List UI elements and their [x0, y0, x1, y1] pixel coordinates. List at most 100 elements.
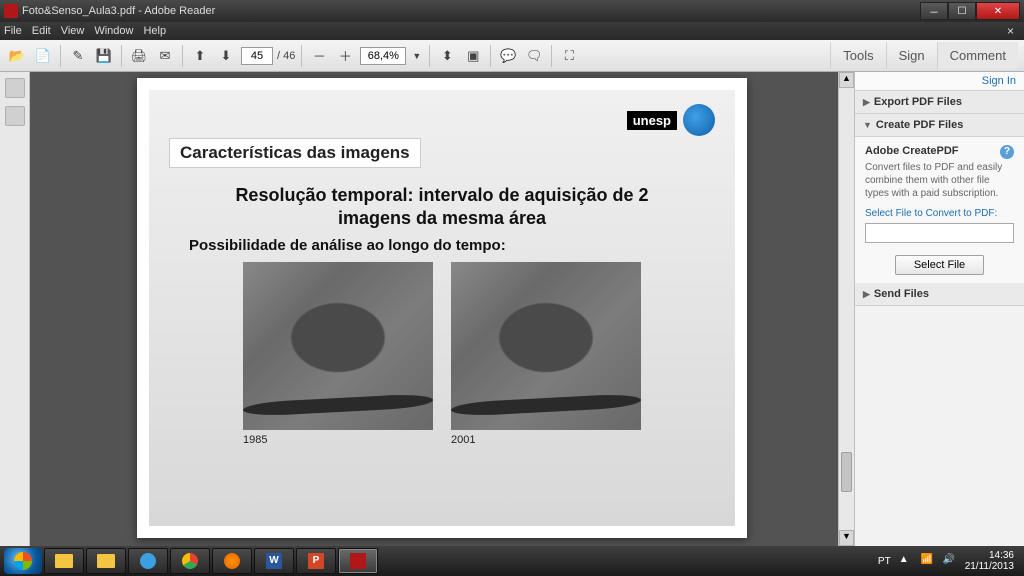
- comment-icon[interactable]: 💬: [497, 45, 519, 67]
- tray-lang[interactable]: PT: [878, 556, 891, 567]
- select-file-button[interactable]: Select File: [895, 255, 984, 275]
- read-mode-icon[interactable]: ⛶: [558, 45, 580, 67]
- unesp-logo-text: unesp: [627, 111, 677, 130]
- folder-icon: [97, 554, 115, 568]
- folder-icon: [55, 554, 73, 568]
- comment-panel-button[interactable]: Comment: [937, 42, 1018, 69]
- create-pdf-body: Adobe CreatePDF ? Convert files to PDF a…: [855, 137, 1024, 283]
- image-left-col: 1985: [243, 262, 433, 446]
- file-path-input[interactable]: [865, 223, 1014, 243]
- maximize-button[interactable]: ☐: [948, 2, 976, 20]
- year-label-left: 1985: [243, 434, 267, 446]
- window-title: Foto&Senso_Aula3.pdf - Adobe Reader: [22, 5, 920, 17]
- attachments-icon[interactable]: [5, 106, 25, 126]
- tray-network-icon[interactable]: 📶: [921, 554, 935, 568]
- taskbar-word[interactable]: W: [254, 548, 294, 574]
- page-number-input[interactable]: [241, 47, 273, 65]
- windows-taskbar: W P PT ▲ 📶 🔊 14:36 21/11/2013: [0, 546, 1024, 576]
- highlight-icon[interactable]: 🗨: [523, 45, 545, 67]
- year-label-right: 2001: [451, 434, 475, 446]
- menu-window[interactable]: Window: [94, 25, 133, 37]
- chrome-icon: [182, 553, 198, 569]
- create-pdf-title: Adobe CreatePDF: [865, 145, 959, 159]
- page-total-label: / 46: [277, 50, 295, 62]
- tray-clock[interactable]: 14:36 21/11/2013: [965, 550, 1014, 572]
- export-pdf-label: Export PDF Files: [874, 96, 962, 108]
- word-icon: W: [266, 553, 282, 569]
- taskbar-explorer[interactable]: [44, 548, 84, 574]
- logo-row: unesp: [169, 104, 715, 136]
- export-pdf-accordion[interactable]: ▶ Export PDF Files: [855, 91, 1024, 114]
- slide-content: unesp Características das imagens Resolu…: [149, 90, 735, 526]
- create-pdf-icon[interactable]: 📄: [32, 45, 54, 67]
- menu-edit[interactable]: Edit: [32, 25, 51, 37]
- fit-page-icon[interactable]: ▣: [462, 45, 484, 67]
- page-down-icon[interactable]: ⬇: [215, 45, 237, 67]
- tray-date: 21/11/2013: [965, 561, 1014, 572]
- zoom-in-icon[interactable]: ＋: [334, 45, 356, 67]
- ie-icon: [140, 553, 156, 569]
- tray-flag-icon[interactable]: ▲: [899, 554, 913, 568]
- sign-panel-button[interactable]: Sign: [886, 42, 937, 69]
- fit-width-icon[interactable]: ⬍: [436, 45, 458, 67]
- scroll-down-icon[interactable]: ▼: [839, 530, 854, 546]
- start-button[interactable]: [4, 548, 42, 574]
- slide-title-box: Características das imagens: [169, 138, 421, 168]
- tools-panel-button[interactable]: Tools: [830, 42, 885, 69]
- menu-view[interactable]: View: [61, 25, 85, 37]
- main-area: unesp Características das imagens Resolu…: [0, 72, 1024, 546]
- close-button[interactable]: ✕: [976, 2, 1020, 20]
- zoom-dropdown-icon[interactable]: ▼: [410, 51, 423, 61]
- create-pdf-label: Create PDF Files: [876, 119, 963, 131]
- taskbar-powerpoint[interactable]: P: [296, 548, 336, 574]
- vertical-scrollbar[interactable]: ▲ ▼: [838, 72, 854, 546]
- create-pdf-header: Adobe CreatePDF ?: [865, 145, 1014, 159]
- thumbnails-icon[interactable]: [5, 78, 25, 98]
- toolbar-separator: [429, 45, 430, 67]
- taskbar-adobe-reader[interactable]: [338, 548, 378, 574]
- taskbar-explorer-2[interactable]: [86, 548, 126, 574]
- menu-help[interactable]: Help: [143, 25, 166, 37]
- powerpoint-icon: P: [308, 553, 324, 569]
- page-up-icon[interactable]: ⬆: [189, 45, 211, 67]
- chevron-right-icon: ▶: [863, 289, 870, 300]
- scroll-thumb[interactable]: [841, 452, 852, 492]
- print-icon[interactable]: 🖨: [128, 45, 150, 67]
- sign-in-link[interactable]: Sign In: [855, 72, 1024, 91]
- left-nav-rail: [0, 72, 30, 546]
- create-pdf-description: Convert files to PDF and easily combine …: [865, 161, 1014, 200]
- system-tray: PT ▲ 📶 🔊 14:36 21/11/2013: [878, 550, 1020, 572]
- window-controls: － ☐ ✕: [920, 2, 1020, 20]
- toolbar-panels: Tools Sign Comment: [830, 42, 1018, 69]
- close-document-button[interactable]: ×: [1001, 24, 1020, 38]
- zoom-input[interactable]: [360, 47, 406, 65]
- taskbar-chrome[interactable]: [170, 548, 210, 574]
- chevron-down-icon: ▼: [863, 120, 872, 130]
- toolbar-separator: [301, 45, 302, 67]
- tray-volume-icon[interactable]: 🔊: [943, 554, 957, 568]
- toolbar-separator: [490, 45, 491, 67]
- image-right-col: 2001: [451, 262, 641, 446]
- menu-file[interactable]: File: [4, 25, 22, 37]
- save-icon[interactable]: 💾: [93, 45, 115, 67]
- toolbar-separator: [60, 45, 61, 67]
- scroll-up-icon[interactable]: ▲: [839, 72, 854, 88]
- open-icon[interactable]: 📂: [6, 45, 28, 67]
- send-files-label: Send Files: [874, 288, 929, 300]
- globe-icon: [683, 104, 715, 136]
- minimize-button[interactable]: －: [920, 2, 948, 20]
- toolbar-separator: [121, 45, 122, 67]
- firefox-icon: [224, 553, 240, 569]
- send-files-accordion[interactable]: ▶ Send Files: [855, 283, 1024, 306]
- taskbar-firefox[interactable]: [212, 548, 252, 574]
- email-icon[interactable]: ✉: [154, 45, 176, 67]
- zoom-out-icon[interactable]: －: [308, 45, 330, 67]
- right-tools-panel: Sign In ▶ Export PDF Files ▼ Create PDF …: [854, 72, 1024, 546]
- create-pdf-accordion[interactable]: ▼ Create PDF Files: [855, 114, 1024, 137]
- document-viewport[interactable]: unesp Características das imagens Resolu…: [30, 72, 854, 546]
- edit-icon[interactable]: ✎: [67, 45, 89, 67]
- toolbar-separator: [551, 45, 552, 67]
- help-icon[interactable]: ?: [1000, 145, 1014, 159]
- chevron-right-icon: ▶: [863, 97, 870, 108]
- taskbar-ie[interactable]: [128, 548, 168, 574]
